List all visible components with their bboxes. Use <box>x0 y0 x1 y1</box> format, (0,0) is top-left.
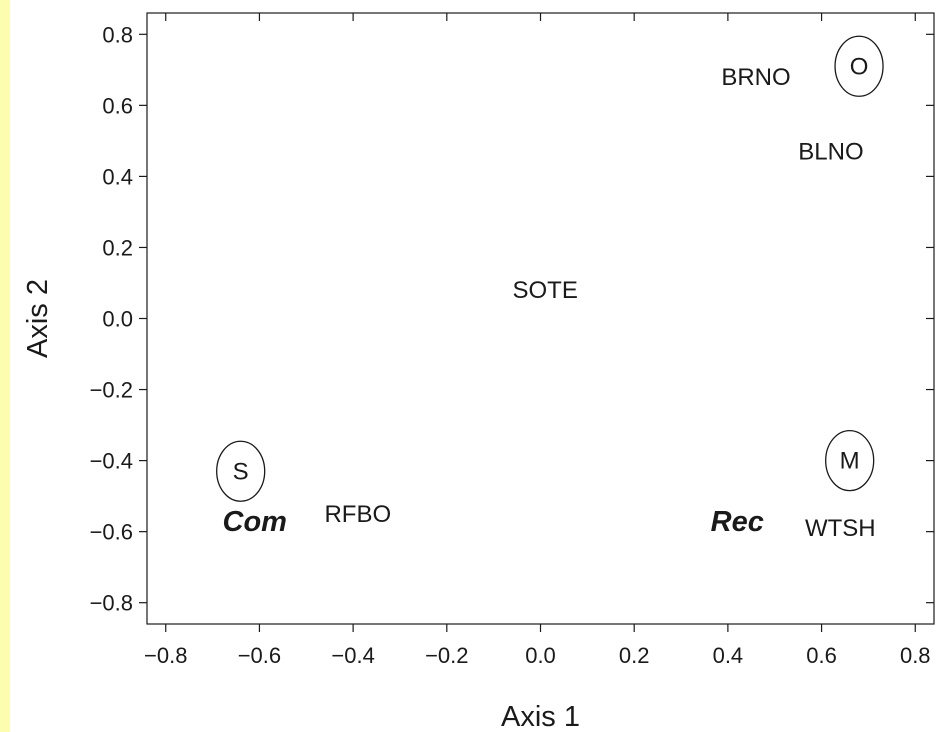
y-tick-label: −0.6 <box>90 520 133 545</box>
x-tick-label: 0.2 <box>619 643 650 668</box>
group-label-rec: Rec <box>711 506 764 538</box>
y-tick-label: 0.6 <box>102 93 133 118</box>
circled-marker-label-o: O <box>850 53 869 80</box>
x-tick-label: 0.0 <box>525 643 556 668</box>
y-tick-label: 0.8 <box>102 22 133 47</box>
x-tick-label: −0.2 <box>425 643 468 668</box>
circled-marker-label-m: M <box>840 448 860 475</box>
group-label-com: Com <box>223 506 287 538</box>
circled-marker-label-s: S <box>233 458 249 485</box>
x-axis: −0.8 −0.6 −0.4 −0.2 0.0 0.2 0.4 0.6 0.8 <box>144 13 931 668</box>
y-tick-label: 0.2 <box>102 235 133 260</box>
y-tick-label: 0.4 <box>102 164 133 189</box>
x-tick-label: −0.4 <box>331 643 374 668</box>
species-label-brno: BRNO <box>721 64 790 91</box>
species-label-rfbo: RFBO <box>324 501 391 528</box>
x-tick-label: 0.4 <box>713 643 744 668</box>
y-tick-label: −0.8 <box>90 591 133 616</box>
x-axis-title: Axis 1 <box>501 701 580 732</box>
left-edge-strip <box>0 0 10 732</box>
y-tick-label: −0.2 <box>90 378 133 403</box>
x-tick-label: −0.8 <box>144 643 187 668</box>
y-axis: −0.8 −0.6 −0.4 −0.2 0.0 0.2 0.4 0.6 0.8 <box>90 22 934 616</box>
circled-marker-o <box>834 35 884 97</box>
plot-marks: BRNO BLNO SOTE RFBO WTSH Com Rec O S M <box>216 35 884 542</box>
x-tick-label: 0.8 <box>900 643 931 668</box>
x-tick-label: −0.6 <box>238 643 281 668</box>
circled-marker-m <box>825 429 875 492</box>
species-label-blno: BLNO <box>798 139 863 166</box>
y-tick-label: 0.0 <box>102 307 133 332</box>
species-label-sote: SOTE <box>513 277 578 304</box>
y-tick-label: −0.4 <box>90 449 133 474</box>
y-axis-title: Axis 2 <box>22 279 54 358</box>
species-label-wtsh: WTSH <box>805 515 876 542</box>
x-tick-label: 0.6 <box>806 643 837 668</box>
circled-marker-s <box>216 440 266 502</box>
